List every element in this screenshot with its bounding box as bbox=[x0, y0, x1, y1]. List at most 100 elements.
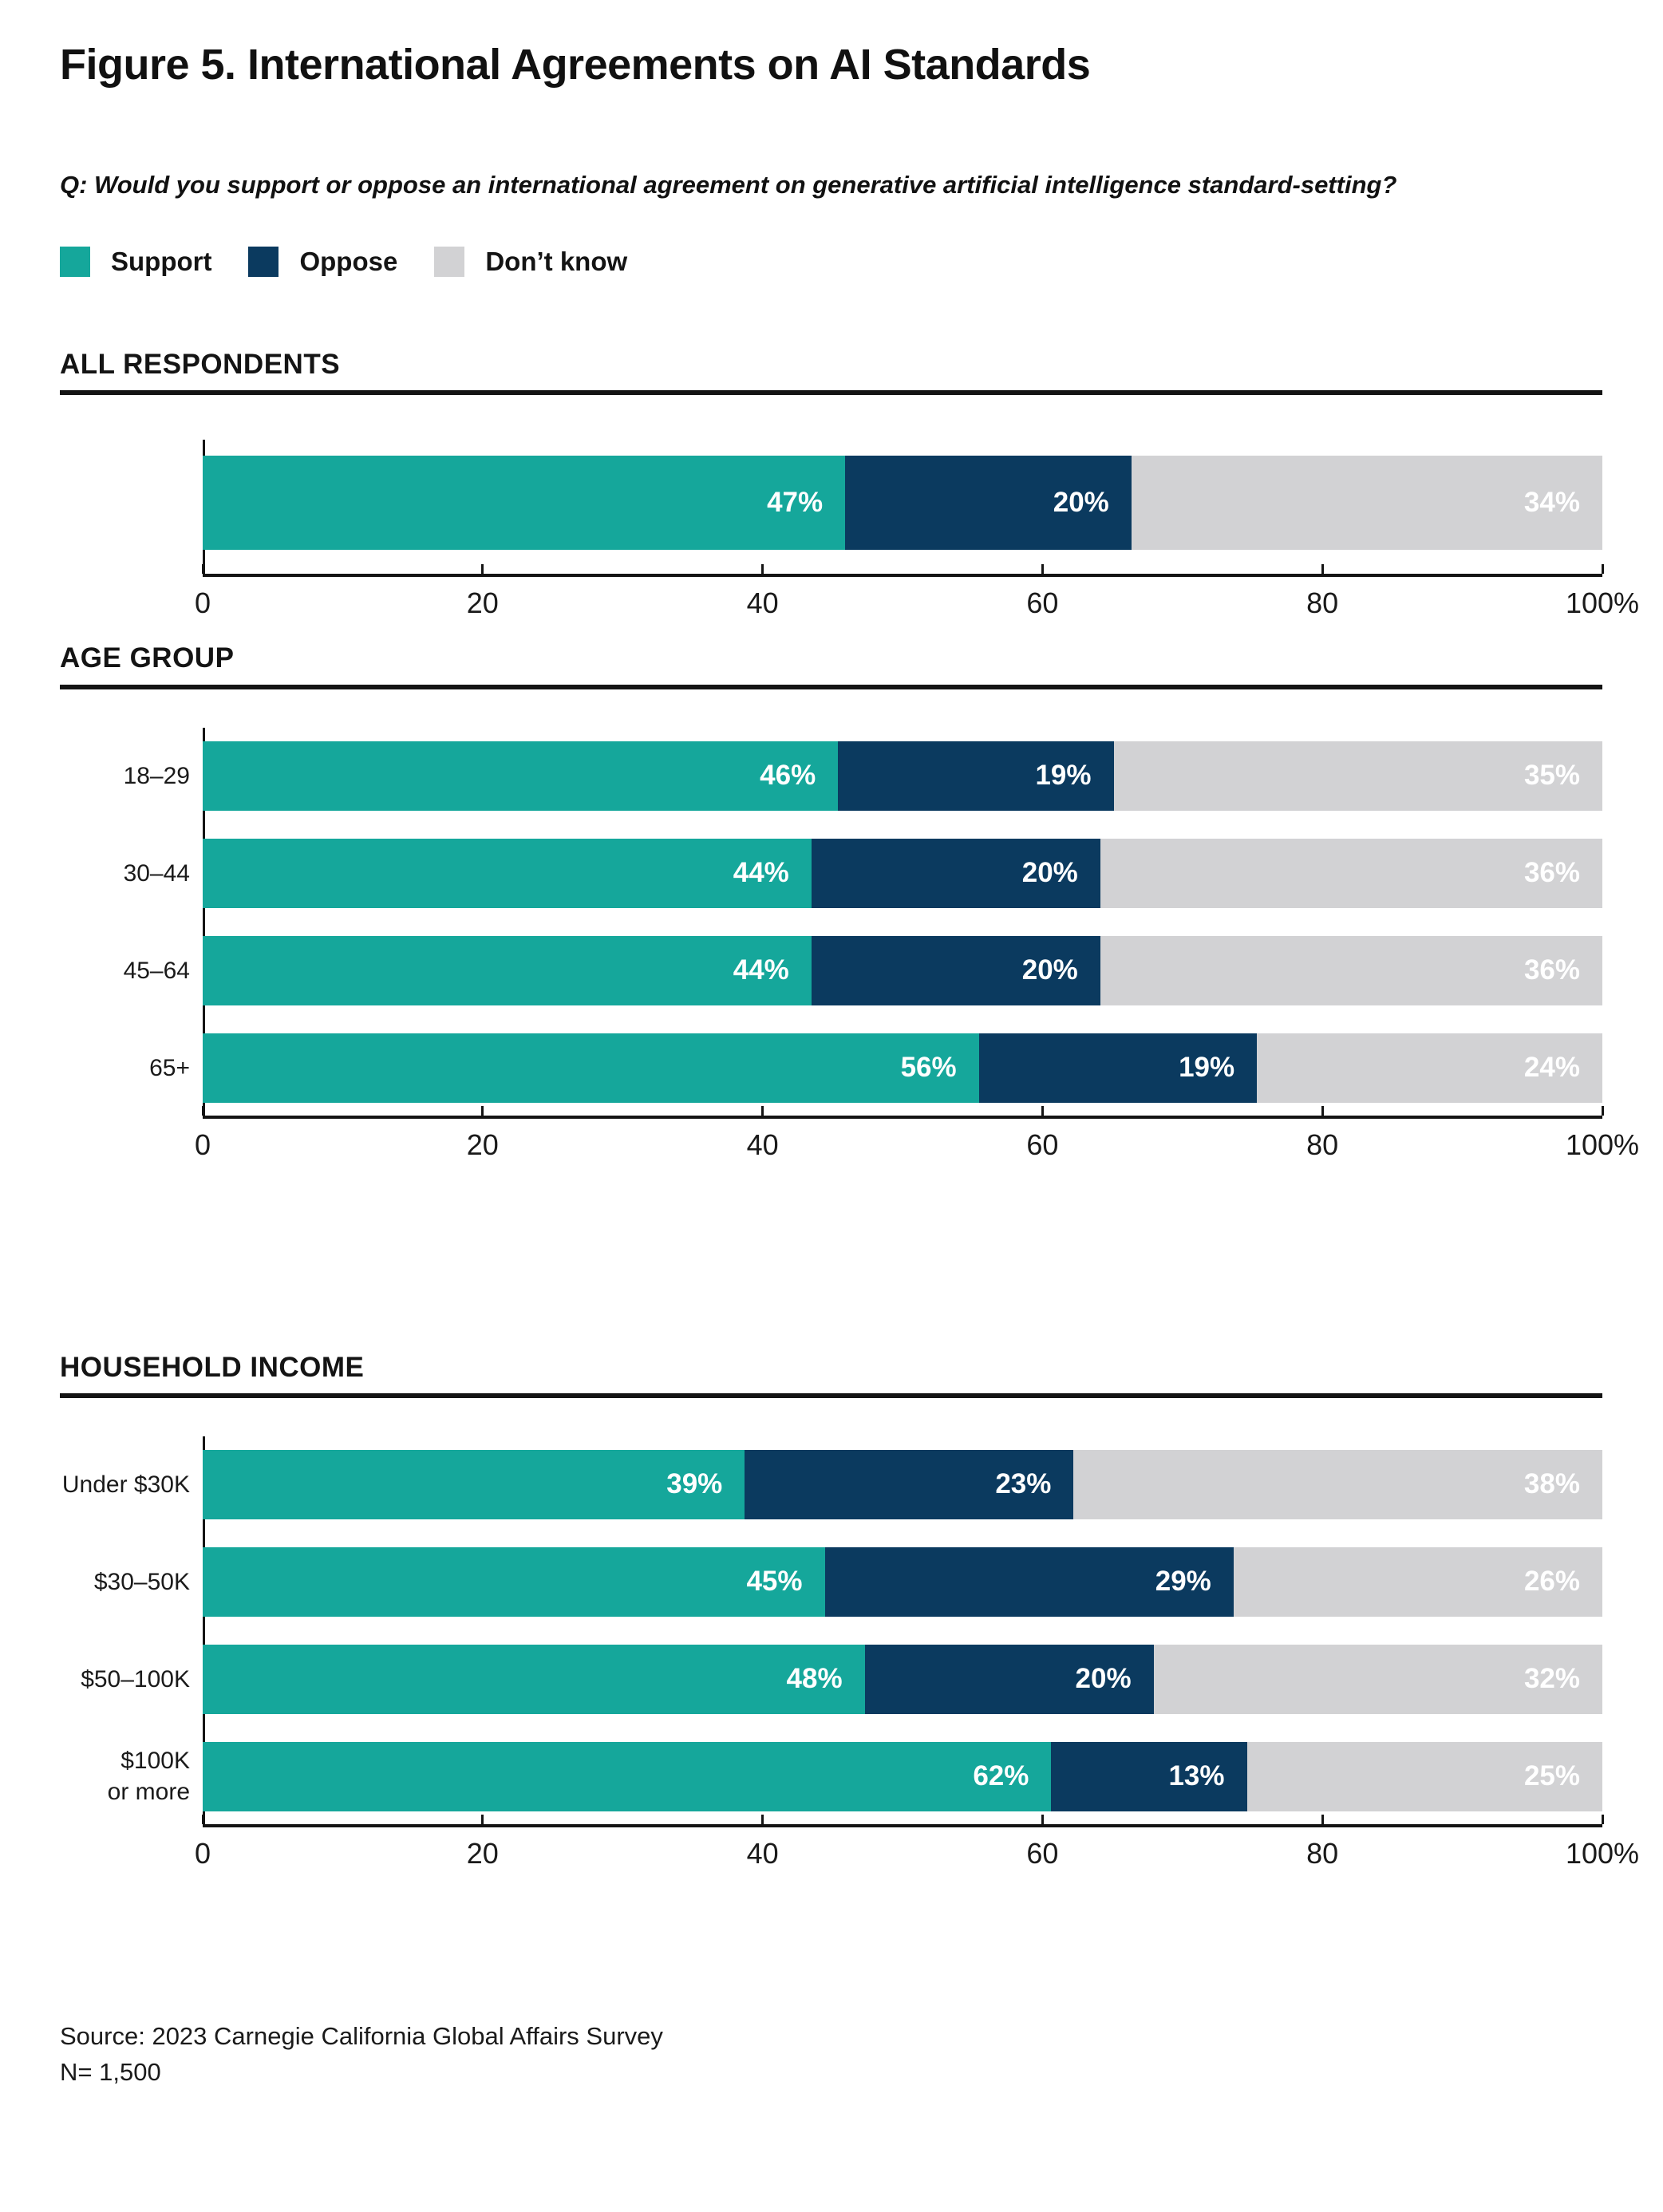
x-axis-spacer bbox=[60, 1824, 203, 1827]
bar-value-label: 48% bbox=[786, 1663, 843, 1695]
axis-tick-label: 60 bbox=[1026, 1836, 1059, 1870]
bar-value-label: 44% bbox=[733, 857, 789, 889]
bar-segment-support: 45% bbox=[203, 1546, 825, 1617]
tick-labels: 0 20 40 60 80 100% bbox=[195, 1128, 1639, 1165]
axis-tick bbox=[1321, 564, 1324, 575]
stacked-bar: 46% 19% 35% bbox=[203, 741, 1602, 811]
bar-value-label: 46% bbox=[760, 760, 816, 792]
axis-tick-label: 40 bbox=[746, 1128, 779, 1161]
axis-tick bbox=[201, 564, 204, 575]
legend-swatch-dont-know bbox=[434, 247, 465, 278]
bar-row: 45–64 44% 20% 36% bbox=[60, 935, 1602, 1005]
axis-tick bbox=[1601, 1814, 1604, 1824]
bar-segment-oppose: 29% bbox=[824, 1546, 1234, 1617]
tick-label-row: 0 20 40 60 80 100% bbox=[60, 587, 1639, 623]
axis-tick bbox=[481, 1105, 484, 1116]
bar-value-label: 56% bbox=[900, 1052, 957, 1084]
x-axis-line bbox=[201, 1814, 1604, 1827]
bar-value-label: 23% bbox=[995, 1468, 1052, 1500]
axis-tick-label: 100% bbox=[1565, 1836, 1640, 1870]
source-note: Source: 2023 Carnegie California Global … bbox=[60, 2019, 1602, 2091]
legend-item-support: Support bbox=[60, 247, 212, 278]
bar-segment-dont-know: 25% bbox=[1246, 1741, 1602, 1811]
figure-title: Figure 5. International Agreements on AI… bbox=[60, 41, 1091, 89]
bar-segment-dont-know: 34% bbox=[1131, 456, 1602, 551]
bar-value-label: 19% bbox=[1035, 760, 1092, 792]
tick-label-row: 0 20 40 60 80 100% bbox=[60, 1836, 1639, 1874]
stacked-bar: 39% 23% 38% bbox=[203, 1449, 1602, 1519]
survey-question: Q: Would you support or oppose an intern… bbox=[60, 171, 1397, 199]
chart-section: AGE GROUP 18–29 46% 19% 35% 30–44 44% 20% 36% 45–… bbox=[60, 642, 1639, 1165]
bar-segment-support: 39% bbox=[203, 1449, 745, 1519]
bar-segment-dont-know: 36% bbox=[1100, 935, 1602, 1005]
axis-tick-label: 80 bbox=[1306, 1128, 1339, 1161]
bar-segment-support: 44% bbox=[203, 935, 812, 1005]
bar-segment-oppose: 20% bbox=[811, 935, 1100, 1005]
category-label: $100K or more bbox=[107, 1748, 190, 1806]
tick-labels: 0 20 40 60 80 100% bbox=[195, 587, 1639, 623]
charts: ALL RESPONDENTS 47% 20% 34% 0 20 40 60 80 100% AGE… bbox=[60, 349, 1639, 1874]
bar-group: Under $30K 39% 23% 38% $30–50K 45% 29% 26% $50–1… bbox=[60, 1436, 1602, 1824]
legend-item-dont-know: Don’t know bbox=[434, 247, 627, 278]
bar-value-label: 39% bbox=[666, 1468, 723, 1500]
plot-area: 18–29 46% 19% 35% 30–44 44% 20% 36% 45–64 44% 20% 3… bbox=[60, 727, 1604, 1119]
x-axis-spacer bbox=[60, 1116, 203, 1119]
bar-segment-oppose: 20% bbox=[811, 838, 1100, 908]
x-axis-line bbox=[201, 564, 1604, 578]
bar-value-label: 20% bbox=[1021, 857, 1078, 889]
bar-segment-support: 62% bbox=[203, 1741, 1052, 1811]
category-label: Under $30K bbox=[61, 1471, 190, 1498]
axis-tick bbox=[1321, 1814, 1324, 1824]
axis-tick bbox=[201, 1814, 204, 1824]
plot-area: Under $30K 39% 23% 38% $30–50K 45% 29% 26% $50–1… bbox=[60, 1436, 1604, 1827]
axis-tick-label: 20 bbox=[466, 1836, 499, 1870]
axis-tick-label: 80 bbox=[1306, 587, 1339, 620]
stacked-bar: 45% 29% 26% bbox=[203, 1546, 1602, 1617]
bar-value-label: 24% bbox=[1523, 1052, 1580, 1084]
axis-tick-label: 100% bbox=[1565, 587, 1640, 620]
category-label bbox=[60, 456, 203, 550]
category-label: 18–29 bbox=[123, 762, 190, 789]
bar-row: $30–50K 45% 29% 26% bbox=[60, 1546, 1602, 1617]
axis-tick-label: 40 bbox=[746, 587, 779, 620]
axis-tick-label: 20 bbox=[466, 587, 499, 620]
tick-label-spacer bbox=[60, 1837, 203, 1874]
axis-tick-label: 20 bbox=[466, 1128, 499, 1161]
y-axis-line bbox=[203, 727, 205, 1117]
stacked-bar: 56% 19% 24% bbox=[203, 1033, 1602, 1103]
chart-section: HOUSEHOLD INCOME Under $30K 39% 23% 38% $30–5… bbox=[60, 1352, 1639, 1874]
legend-label-support: Support bbox=[111, 247, 212, 277]
bar-segment-dont-know: 35% bbox=[1113, 741, 1602, 811]
stacked-bar: 44% 20% 36% bbox=[203, 935, 1602, 1005]
chart-section: ALL RESPONDENTS 47% 20% 34% 0 20 40 60 80 100% bbox=[60, 349, 1639, 623]
legend-swatch-oppose bbox=[248, 247, 279, 278]
bar-value-label: 38% bbox=[1523, 1468, 1580, 1500]
category-label: $30–50K bbox=[93, 1568, 190, 1595]
bar-value-label: 36% bbox=[1523, 954, 1580, 986]
bar-value-label: 20% bbox=[1021, 954, 1078, 986]
bar-value-label: 34% bbox=[1523, 487, 1580, 519]
axis-tick bbox=[1041, 1814, 1044, 1824]
bar-segment-dont-know: 32% bbox=[1153, 1644, 1602, 1714]
category-label: 65+ bbox=[149, 1054, 190, 1081]
bar-row: 47% 20% 34% bbox=[60, 456, 1602, 551]
bar-segment-oppose: 20% bbox=[864, 1644, 1154, 1714]
bar-value-label: 26% bbox=[1523, 1566, 1580, 1598]
bar-group: 18–29 46% 19% 35% 30–44 44% 20% 36% 45–64 44% 20% 3… bbox=[60, 728, 1602, 1116]
axis-tick bbox=[1321, 1105, 1324, 1116]
bar-segment-dont-know: 38% bbox=[1073, 1449, 1602, 1519]
bar-segment-support: 46% bbox=[203, 741, 839, 811]
bar-group: 47% 20% 34% bbox=[60, 440, 1602, 574]
category-label: $50–100K bbox=[81, 1665, 190, 1693]
legend-item-oppose: Oppose bbox=[248, 247, 397, 278]
tick-label-row: 0 20 40 60 80 100% bbox=[60, 1128, 1639, 1165]
bar-segment-support: 44% bbox=[203, 838, 812, 908]
bar-row: $100K or more 62% 13% 25% bbox=[60, 1741, 1602, 1811]
axis-tick-label: 60 bbox=[1026, 587, 1059, 620]
bar-value-label: 62% bbox=[973, 1760, 1029, 1792]
tick-label-spacer bbox=[60, 1128, 203, 1165]
bar-row: 30–44 44% 20% 36% bbox=[60, 838, 1602, 908]
bar-row: Under $30K 39% 23% 38% bbox=[60, 1449, 1602, 1519]
section-rule bbox=[60, 684, 1602, 689]
